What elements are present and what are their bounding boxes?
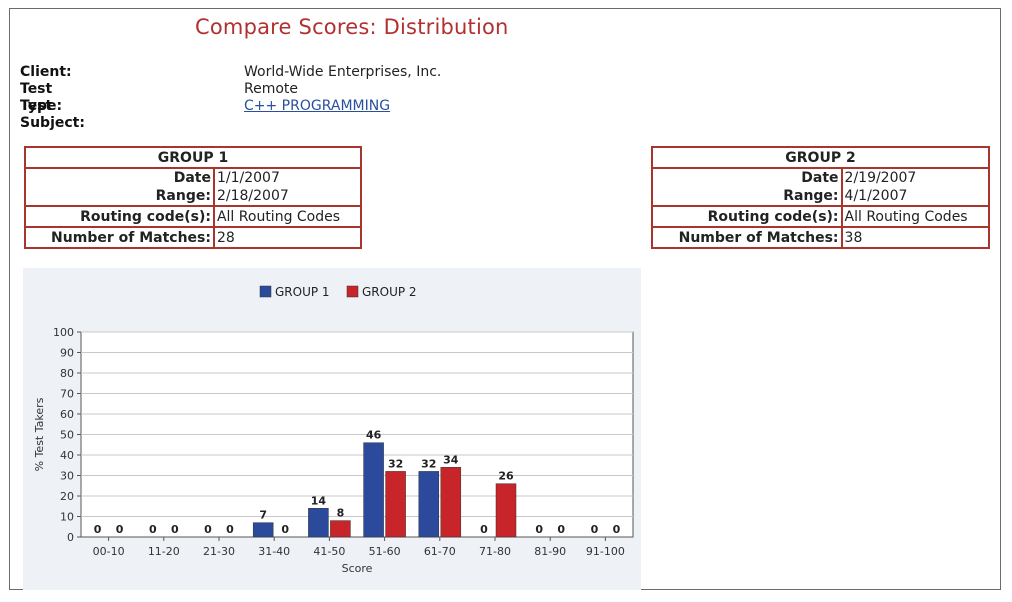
- group-2-date-range-value: 2/19/2007 4/1/2007: [840, 167, 991, 207]
- test-subject-link[interactable]: C++ PROGRAMMING: [244, 98, 391, 114]
- x-tick-label: 11-20: [148, 545, 180, 558]
- legend-swatch: [259, 285, 272, 298]
- x-tick-label: 61-70: [424, 545, 456, 558]
- y-tick-label: 0: [67, 531, 74, 544]
- data-label: 0: [281, 523, 289, 536]
- data-label: 32: [388, 457, 403, 470]
- data-label: 8: [337, 507, 345, 520]
- x-tick-label: 21-30: [203, 545, 235, 558]
- bar-group-2: [440, 467, 462, 538]
- bar-group-2: [495, 483, 517, 538]
- x-tick-label: 71-80: [479, 545, 511, 558]
- group-1-routing-value: All Routing Codes: [212, 205, 363, 228]
- group-2-matches-value: 38: [840, 226, 991, 249]
- bar-group-1: [363, 442, 384, 538]
- group-1-matches-label: Number of Matches:: [24, 226, 215, 249]
- data-label: 0: [94, 523, 102, 536]
- test-type-label: Test Type:: [20, 81, 63, 114]
- bar-group-1: [418, 471, 440, 538]
- legend-label: GROUP 1: [275, 285, 330, 299]
- y-tick-label: 70: [60, 388, 74, 401]
- group-1-range-label: Range:: [155, 188, 211, 204]
- group-1-range-value: 2/18/2007: [216, 188, 289, 204]
- x-tick-label: 51-60: [369, 545, 401, 558]
- y-tick-label: 10: [60, 511, 74, 524]
- group-1-date-range-label: Date Range:: [24, 167, 215, 207]
- y-tick-label: 20: [60, 490, 74, 503]
- group-2-routing-label: Routing code(s):: [651, 205, 843, 228]
- data-label: 0: [591, 523, 599, 536]
- data-label: 34: [443, 453, 459, 466]
- group-1-header: GROUP 1: [24, 146, 362, 169]
- x-tick-label: 31-40: [258, 545, 290, 558]
- x-tick-label: 81-90: [534, 545, 566, 558]
- x-axis-label: Score: [342, 562, 373, 575]
- group-2-range-label: Range:: [783, 188, 839, 204]
- report-frame: Compare Scores: Distribution Client: Wor…: [9, 8, 1001, 590]
- group-2-routing-value: All Routing Codes: [840, 205, 991, 228]
- page-title: Compare Scores: Distribution: [195, 15, 509, 39]
- bar-group-1: [308, 508, 329, 538]
- group-1-matches-value: 28: [212, 226, 363, 249]
- data-label: 0: [204, 523, 212, 536]
- y-tick-label: 80: [60, 367, 74, 380]
- data-label: 0: [171, 523, 179, 536]
- data-label: 0: [613, 523, 621, 536]
- y-tick-label: 30: [60, 470, 74, 483]
- group-2-date-value: 2/19/2007: [844, 170, 917, 186]
- y-tick-label: 100: [53, 326, 74, 339]
- group-2-date-label: Date: [801, 170, 839, 186]
- y-tick-label: 90: [60, 347, 74, 360]
- bar-group-2: [330, 520, 351, 538]
- data-label: 14: [311, 494, 327, 507]
- distribution-chart: 0 10 20 30 40 50 60 70 80 90 100% Test Takers 0 0 00-…: [23, 268, 641, 590]
- group-2-table: GROUP 2 Date Range: 2/19/2007 4/1/2007 Rou…: [651, 146, 991, 249]
- group-2-header: GROUP 2: [651, 146, 990, 169]
- group-1-date-value: 1/1/2007: [216, 170, 280, 186]
- y-tick-label: 60: [60, 408, 74, 421]
- bar-group-1: [252, 522, 274, 538]
- group-1-date-label: Date: [173, 170, 211, 186]
- data-label: 26: [498, 470, 514, 483]
- legend-label: GROUP 2: [362, 285, 417, 299]
- test-type-value: Remote: [244, 81, 299, 97]
- data-label: 46: [366, 429, 382, 442]
- y-axis-label: % Test Takers: [33, 397, 46, 471]
- y-tick-label: 50: [60, 429, 74, 442]
- group-1-table: GROUP 1 Date Range: 1/1/2007 2/18/2007 Rou…: [24, 146, 363, 249]
- group-1-date-range-value: 1/1/2007 2/18/2007: [212, 167, 363, 207]
- x-tick-label: 00-10: [93, 545, 125, 558]
- client-value: World-Wide Enterprises, Inc.: [244, 64, 442, 80]
- data-label: 0: [226, 523, 234, 536]
- group-2-date-range-label: Date Range:: [651, 167, 843, 207]
- group-1-routing-label: Routing code(s):: [24, 205, 215, 228]
- test-subject-label: Test Subject:: [20, 98, 85, 131]
- data-label: 0: [480, 523, 488, 536]
- group-2-matches-label: Number of Matches:: [651, 226, 843, 249]
- data-label: 0: [116, 523, 124, 536]
- x-tick-label: 91-100: [586, 545, 625, 558]
- data-label: 32: [421, 457, 436, 470]
- data-label: 0: [149, 523, 157, 536]
- data-label: 7: [259, 509, 267, 522]
- y-tick-label: 40: [60, 449, 74, 462]
- data-label: 0: [535, 523, 543, 536]
- legend-swatch: [346, 285, 359, 298]
- client-label: Client:: [20, 64, 72, 80]
- data-label: 0: [557, 523, 565, 536]
- group-2-range-value: 4/1/2007: [844, 188, 908, 204]
- x-tick-label: 41-50: [313, 545, 345, 558]
- bar-group-2: [385, 471, 406, 538]
